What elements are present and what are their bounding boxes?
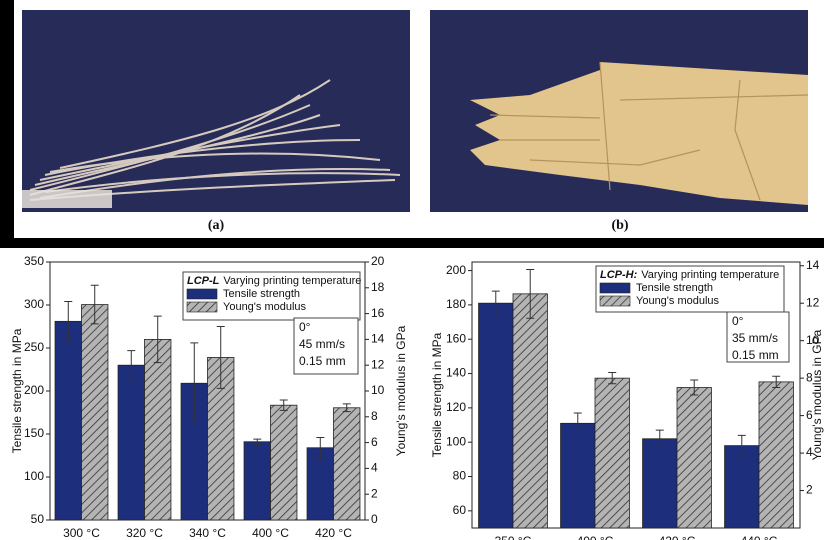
y2-axis-label: Young's modulus in GPa <box>394 325 408 456</box>
legend-label: Tensile strength <box>636 282 713 294</box>
y2-tick-label: 10 <box>371 383 385 397</box>
y2-tick-label: 4 <box>371 461 378 475</box>
x-tick-label: 350 °C <box>495 534 532 540</box>
legend-label: Tensile strength <box>223 288 300 300</box>
legend-title-text: Varying printing temperature <box>223 275 361 287</box>
x-tick-label: 320 °C <box>126 526 163 540</box>
bar <box>595 378 629 528</box>
y-tick-label: 80 <box>453 469 467 483</box>
y2-tick-label: 12 <box>806 295 820 309</box>
legend-title-bold: LCP-L <box>187 275 220 287</box>
y-tick-label: 120 <box>446 400 466 414</box>
frame <box>0 0 14 248</box>
bar <box>479 303 513 528</box>
bar <box>513 294 547 528</box>
y-tick-label: 60 <box>453 503 467 517</box>
bar <box>677 388 711 528</box>
y-tick-label: 350 <box>24 254 44 268</box>
y-tick-label: 100 <box>24 469 44 483</box>
figure: (a) (b) 50 100 150 200 250 300 350 0 2 4 6 8 10 12 14 1… <box>0 0 824 540</box>
y-axis-label: Tensile strength in MPa <box>430 332 444 457</box>
y-tick-label: 140 <box>446 366 466 380</box>
legend-swatch <box>600 283 630 293</box>
y2-tick-label: 2 <box>806 483 813 497</box>
photo-caption: (b) <box>611 218 628 233</box>
bar <box>759 382 793 528</box>
y-tick-label: 180 <box>446 297 466 311</box>
x-tick-label: 300 °C <box>63 526 100 540</box>
bar <box>307 448 333 520</box>
legend-swatch <box>600 296 630 306</box>
legend-swatch <box>187 289 217 299</box>
photo-b <box>430 10 808 212</box>
annotation: 0° <box>299 320 311 334</box>
y2-tick-label: 14 <box>806 258 820 272</box>
bar <box>145 339 171 520</box>
annotation: 0.15 mm <box>732 348 779 362</box>
x-tick-label: 420 °C <box>659 534 696 540</box>
y2-tick-label: 18 <box>371 280 385 294</box>
photo-a <box>22 10 410 212</box>
y2-tick-label: 16 <box>371 306 385 320</box>
y-tick-label: 100 <box>446 434 466 448</box>
y-tick-label: 300 <box>24 297 44 311</box>
x-tick-label: 440 °C <box>741 534 778 540</box>
y2-tick-label: 6 <box>371 435 378 449</box>
legend-swatch <box>187 302 217 312</box>
legend-label: Young's modulus <box>223 301 307 313</box>
annotation: 0.15 mm <box>299 354 346 368</box>
bar <box>244 442 270 520</box>
y-tick-label: 150 <box>24 426 44 440</box>
x-tick-label: 340 °C <box>189 526 226 540</box>
bar <box>271 405 297 520</box>
x-tick-label: 400 °C <box>577 534 614 540</box>
annotation: 35 mm/s <box>732 331 778 345</box>
legend-label: Young's modulus <box>636 295 720 307</box>
y2-tick-label: 14 <box>371 332 385 346</box>
bar <box>55 321 81 520</box>
y2-tick-label: 0 <box>371 512 378 526</box>
bar <box>561 423 595 528</box>
x-tick-label: 420 °C <box>315 526 352 540</box>
legend-title: LCP-H:Varying printing temperature <box>600 269 779 281</box>
bar <box>334 408 360 520</box>
y2-tick-label: 8 <box>371 409 378 423</box>
y2-axis-label: Young's modulus in GPa <box>810 329 824 460</box>
y-tick-label: 250 <box>24 340 44 354</box>
y2-tick-label: 12 <box>371 357 385 371</box>
annotation: 45 mm/s <box>299 337 345 351</box>
y-tick-label: 160 <box>446 331 466 345</box>
y-tick-label: 200 <box>24 383 44 397</box>
legend-title-text: Varying printing temperature <box>641 269 779 281</box>
annotation: 0° <box>732 314 744 328</box>
y-tick-label: 200 <box>446 263 466 277</box>
x-tick-label: 400 °C <box>252 526 289 540</box>
y-tick-label: 50 <box>31 512 45 526</box>
bar <box>82 305 108 520</box>
bar <box>725 446 759 528</box>
frame <box>0 238 824 248</box>
legend-title-bold: LCP-H: <box>600 269 638 281</box>
bar <box>643 439 677 528</box>
bar <box>118 365 144 520</box>
y2-tick-label: 20 <box>371 254 385 268</box>
y2-tick-label: 2 <box>371 486 378 500</box>
y-axis-label: Tensile strength in MPa <box>10 328 24 453</box>
photo-caption: (a) <box>208 218 225 233</box>
